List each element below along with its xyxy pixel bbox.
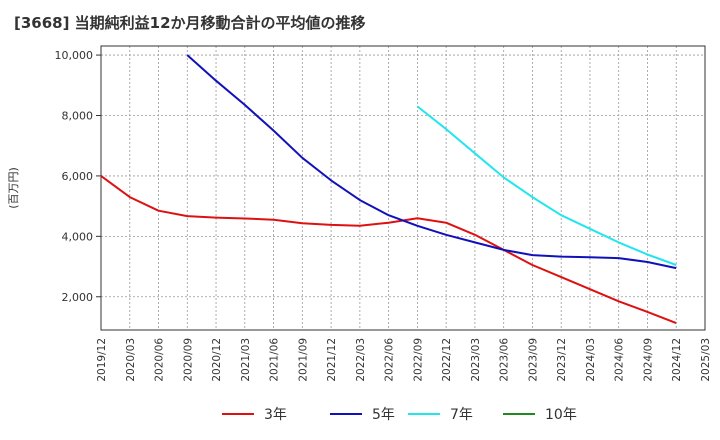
x-tick-label: 2022/03 xyxy=(355,338,367,382)
x-tick-label: 2021/06 xyxy=(269,338,281,382)
x-tick-label: 2020/03 xyxy=(125,338,137,382)
y-tick-label: 2,000 xyxy=(62,291,94,304)
x-tick-label: 2020/12 xyxy=(211,338,223,382)
series-line xyxy=(186,54,677,270)
x-tick-label: 2022/09 xyxy=(412,338,424,382)
legend-label: 7年 xyxy=(450,407,473,423)
chart-title: [3668] 当期純利益12か月移動合計の平均値の推移 xyxy=(14,14,366,32)
legend-label: 10年 xyxy=(545,407,577,423)
series-line xyxy=(100,175,677,325)
y-tick-label: 6,000 xyxy=(62,170,94,183)
y-tick-label: 4,000 xyxy=(62,230,94,243)
x-tick-label: 2023/12 xyxy=(556,338,568,382)
x-tick-label: 2024/03 xyxy=(585,338,597,382)
legend-label: 3年 xyxy=(264,407,287,423)
x-tick-label: 2024/12 xyxy=(671,338,683,382)
x-tick-label: 2019/12 xyxy=(96,338,108,382)
x-tick-label: 2024/06 xyxy=(614,338,626,382)
x-tick-label: 2020/09 xyxy=(182,338,194,382)
y-tick-label: 8,000 xyxy=(62,109,94,122)
x-tick-label: 2023/09 xyxy=(527,338,539,382)
x-tick-label: 2023/03 xyxy=(470,338,482,382)
y-tick-label: 10,000 xyxy=(55,49,94,62)
x-tick-label: 2022/06 xyxy=(384,338,396,382)
x-tick-label: 2021/12 xyxy=(326,338,338,382)
legend-label: 5年 xyxy=(372,407,395,423)
x-tick-label: 2022/12 xyxy=(441,338,453,382)
x-tick-label: 2025/03 xyxy=(700,338,712,382)
plot-frame xyxy=(100,45,706,331)
x-tick-label: 2024/09 xyxy=(642,338,654,382)
x-tick-label: 2020/06 xyxy=(154,338,166,382)
x-tick-label: 2021/09 xyxy=(297,338,309,382)
y-axis-label: (百万円) xyxy=(7,167,20,209)
series-line xyxy=(416,105,677,266)
x-tick-label: 2023/06 xyxy=(499,338,511,382)
x-tick-label: 2021/03 xyxy=(240,338,252,382)
